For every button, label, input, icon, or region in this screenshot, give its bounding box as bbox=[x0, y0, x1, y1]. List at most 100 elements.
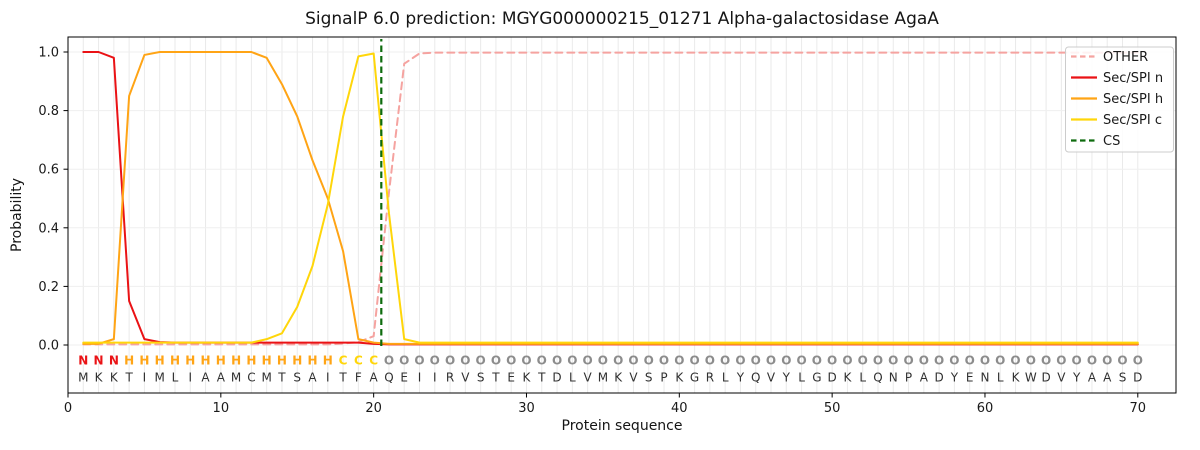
sequence-letter: T bbox=[124, 371, 133, 385]
region-label-letter: O bbox=[781, 354, 791, 368]
region-label-letter: H bbox=[155, 354, 165, 368]
region-label-letter: O bbox=[384, 354, 394, 368]
sequence-letter: N bbox=[980, 371, 989, 385]
sequence-letter: C bbox=[247, 371, 255, 385]
sequence-letter: Y bbox=[1072, 371, 1081, 385]
sequence-letter: E bbox=[966, 371, 974, 385]
region-label-letter: O bbox=[705, 354, 715, 368]
sequence-letter: K bbox=[614, 371, 623, 385]
region-label-letter: H bbox=[308, 354, 318, 368]
sequence-letter: Q bbox=[384, 371, 393, 385]
series-line-sec-spi-c bbox=[82, 52, 1139, 344]
region-label-letter: O bbox=[827, 354, 837, 368]
sequence-letter: A bbox=[201, 371, 210, 385]
region-label-letter: O bbox=[766, 354, 776, 368]
region-label-letter: O bbox=[628, 354, 638, 368]
sequence-letter: V bbox=[629, 371, 638, 385]
sequence-letter: T bbox=[277, 371, 286, 385]
y-tick-label: 0.2 bbox=[38, 280, 59, 295]
region-label-letter: O bbox=[659, 354, 669, 368]
region-label-letter: H bbox=[201, 354, 211, 368]
sequence-letter: F bbox=[355, 371, 362, 385]
sequence-letter: A bbox=[920, 371, 929, 385]
region-label-letter: O bbox=[460, 354, 470, 368]
region-label-letter: O bbox=[1056, 354, 1066, 368]
sequence-letter: P bbox=[660, 371, 667, 385]
region-label-letter: N bbox=[94, 354, 104, 368]
sequence-letter: R bbox=[706, 371, 714, 385]
region-label-letter: H bbox=[231, 354, 241, 368]
sequence-letter: Q bbox=[751, 371, 760, 385]
legend-label: CS bbox=[1103, 134, 1120, 149]
region-label-letter: O bbox=[1117, 354, 1127, 368]
x-tick-label: 60 bbox=[977, 401, 994, 416]
region-label-letter: H bbox=[262, 354, 272, 368]
sequence-letter: E bbox=[400, 371, 408, 385]
sequence-letter: Q bbox=[873, 371, 882, 385]
series-line-sec-spi-n bbox=[82, 51, 1139, 346]
sequence-letter: D bbox=[552, 371, 561, 385]
x-tick-label: 20 bbox=[365, 401, 382, 416]
sequence-letter: E bbox=[507, 371, 515, 385]
region-label-letter: O bbox=[1010, 354, 1020, 368]
sequence-letter: K bbox=[110, 371, 119, 385]
sequence-letter: A bbox=[1088, 371, 1097, 385]
sequence-letter: G bbox=[690, 371, 699, 385]
sequence-letter: Y bbox=[782, 371, 791, 385]
region-label-letter: O bbox=[735, 354, 745, 368]
region-label-letter: O bbox=[1072, 354, 1082, 368]
region-label-letter: O bbox=[567, 354, 577, 368]
sequence-letter: M bbox=[155, 371, 165, 385]
sequence-letter: Y bbox=[736, 371, 745, 385]
region-label-letter: O bbox=[858, 354, 868, 368]
region-label-letter: O bbox=[613, 354, 623, 368]
sequence-letter: T bbox=[491, 371, 500, 385]
axes-box bbox=[67, 36, 1177, 394]
region-label-letter: O bbox=[720, 354, 730, 368]
sequence-letter: S bbox=[293, 371, 301, 385]
region-label-letter: O bbox=[1102, 354, 1112, 368]
x-tick-label: 50 bbox=[824, 401, 841, 416]
sequence-letter: I bbox=[326, 371, 330, 385]
region-label-letter: O bbox=[399, 354, 409, 368]
grid bbox=[68, 37, 1176, 393]
region-label-letter: H bbox=[246, 354, 256, 368]
region-label-letter: O bbox=[476, 354, 486, 368]
region-label-letter: O bbox=[445, 354, 455, 368]
region-label-letter: O bbox=[751, 354, 761, 368]
legend-label: OTHER bbox=[1103, 50, 1148, 65]
sequence-letter: K bbox=[1012, 371, 1021, 385]
x-tick-label: 30 bbox=[518, 401, 535, 416]
sequence-letter: A bbox=[308, 371, 317, 385]
x-tick-label: 40 bbox=[671, 401, 688, 416]
sequence-letter: K bbox=[95, 371, 104, 385]
sequence-letter: M bbox=[231, 371, 241, 385]
region-label-letter: H bbox=[185, 354, 195, 368]
y-tick-label: 1.0 bbox=[38, 46, 59, 61]
region-label-letter: O bbox=[689, 354, 699, 368]
sequence-letter: L bbox=[798, 371, 805, 385]
sequence-letter: S bbox=[645, 371, 653, 385]
region-label-letter: O bbox=[521, 354, 531, 368]
region-label-letter: O bbox=[1041, 354, 1051, 368]
region-label-letter: H bbox=[277, 354, 287, 368]
sequence-letter: N bbox=[889, 371, 898, 385]
region-label-letter: O bbox=[842, 354, 852, 368]
x-tick-label: 10 bbox=[213, 401, 230, 416]
sequence-letter: I bbox=[418, 371, 422, 385]
region-label-letter: H bbox=[170, 354, 180, 368]
region-label-letter: O bbox=[980, 354, 990, 368]
region-label-letter: O bbox=[919, 354, 929, 368]
sequence-letter: S bbox=[1119, 371, 1127, 385]
region-label-letter: H bbox=[323, 354, 333, 368]
y-axis-label: Probability bbox=[9, 177, 25, 253]
sequence-letter: G bbox=[812, 371, 821, 385]
sequence-letter: D bbox=[1041, 371, 1050, 385]
region-label-letter: O bbox=[583, 354, 593, 368]
sequence-letter: M bbox=[261, 371, 271, 385]
sequence-letter: K bbox=[843, 371, 852, 385]
chart-title: SignalP 6.0 prediction: MGYG000000215_01… bbox=[305, 9, 939, 29]
